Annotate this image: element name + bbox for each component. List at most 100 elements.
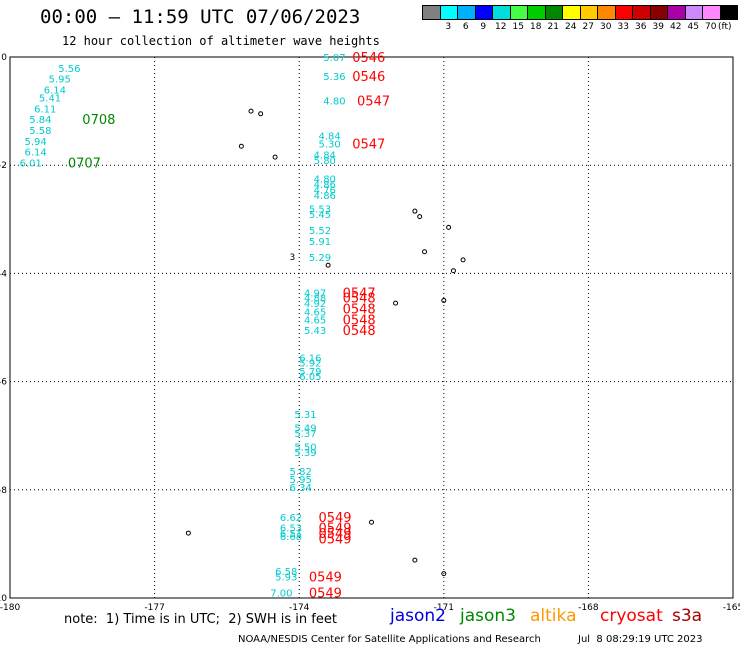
swh-value: 5.80: [314, 156, 336, 167]
colorbar-label: 3: [445, 22, 452, 32]
colorbar-label: 12: [495, 22, 507, 32]
swh-value: 4.86: [314, 191, 336, 202]
swh-value: 4.84: [318, 131, 340, 142]
colorbar-label: 70: [705, 22, 717, 32]
island-marker: [258, 111, 264, 117]
swh-value: 5.84: [29, 115, 51, 126]
swh-value: 6.11: [34, 104, 56, 115]
time-label: 0549: [318, 522, 351, 537]
swh-value: 5.93: [275, 572, 297, 583]
swh-value: 5.07: [323, 53, 345, 64]
swh-value: 5.95: [290, 475, 312, 486]
footnote: note: 1) Time is in UTC; 2) SWH is in fe…: [64, 612, 337, 627]
swh-value: 4.76: [314, 186, 336, 197]
swh-value: 5.92: [299, 359, 321, 370]
y-tick-label: -10: [0, 594, 7, 604]
swh-value: 7.00: [270, 589, 292, 600]
island-marker: [450, 268, 456, 274]
swh-value: 6.14: [44, 85, 66, 96]
swh-value: 5.50: [294, 443, 316, 454]
island-marker: [248, 108, 254, 114]
generated-timestamp: Jul 8 08:29:19 UTC 2023: [578, 634, 703, 645]
swh-value: 5.52: [309, 226, 331, 237]
time-label: 0547: [357, 94, 390, 109]
credit-text: NOAA/NESDIS Center for Satellite Applica…: [238, 634, 541, 645]
time-label: 0549: [318, 511, 351, 526]
map-label: 3: [290, 253, 296, 263]
colorbar-label: 18: [530, 22, 542, 32]
swh-value: 6.14: [24, 148, 46, 159]
colorbar-label: 36: [635, 22, 647, 32]
swh-value: 5.37: [294, 429, 316, 440]
swh-value: 6.58: [275, 567, 297, 578]
x-tick-label: -180: [0, 603, 20, 613]
swh-value: 5.95: [49, 75, 71, 86]
swh-value: 4.84: [314, 150, 336, 161]
time-label: 0548: [343, 303, 376, 318]
x-tick-label: -171: [434, 603, 454, 613]
mission-altika: altika: [530, 606, 577, 626]
swh-value: 5.31: [294, 410, 316, 421]
island-marker: [369, 519, 374, 525]
colorbar-label: 21: [547, 22, 559, 32]
island-marker: [441, 297, 447, 303]
colorbar-swatch: [719, 5, 738, 20]
colorbar-label: 24: [565, 22, 577, 32]
island-marker: [446, 224, 452, 230]
swh-value: 5.58: [29, 126, 51, 137]
y-tick-label: -4: [0, 269, 7, 279]
chart-title: 00:00 — 11:59 UTC 07/06/2023: [40, 6, 361, 28]
x-tick-label: -174: [289, 603, 310, 613]
swh-value: 4.88: [304, 294, 326, 305]
colorbar-label: 9: [480, 22, 487, 32]
swh-value: 6.51: [280, 529, 302, 540]
swh-value: 4.92: [304, 299, 326, 310]
island-marker: [185, 530, 191, 536]
colorbar-label: 33: [617, 22, 629, 32]
island-marker: [460, 257, 466, 263]
island-marker: [325, 262, 331, 268]
swh-value: 5.41: [39, 94, 61, 105]
y-tick-label: -2: [0, 161, 7, 171]
time-label: 0707: [68, 156, 101, 171]
x-tick-label: -177: [144, 603, 164, 613]
swh-value: 6.68: [280, 532, 302, 543]
swh-value: 6.01: [20, 158, 42, 169]
swh-value: 6.05: [299, 372, 321, 383]
swh-value: 4.65: [304, 307, 326, 318]
swh-value: 5.29: [309, 253, 331, 264]
time-label: 0708: [82, 113, 115, 128]
swh-value: 5.94: [24, 137, 46, 148]
colorbar-unit: (ft): [718, 22, 732, 32]
colorbar-label: 27: [582, 22, 594, 32]
island-marker: [412, 208, 418, 214]
colorbar-label: 42: [670, 22, 682, 32]
x-tick-label: -165: [723, 603, 740, 613]
x-tick-label: -168: [578, 603, 599, 613]
mission-s3a: s3a: [672, 606, 703, 626]
swh-value: 5.39: [294, 448, 316, 459]
swh-value: 6.53: [280, 524, 302, 535]
swh-value: 6.16: [299, 353, 321, 364]
swh-value: 5.53: [309, 204, 331, 215]
y-tick-label: -8: [0, 486, 7, 496]
time-label: 0547: [352, 138, 385, 153]
swh-value: 4.65: [304, 315, 326, 326]
mission-jason3: jason3: [460, 606, 516, 626]
colorbar-label: 45: [687, 22, 699, 32]
swh-value: 5.49: [294, 424, 316, 435]
island-marker: [272, 154, 278, 160]
swh-value: 5.79: [299, 367, 321, 378]
y-tick-label: 0: [1, 53, 7, 63]
island-marker: [238, 143, 244, 149]
swh-value: 5.91: [309, 237, 331, 248]
swh-value: 5.36: [323, 72, 345, 83]
swh-value: 4.80: [314, 175, 336, 186]
swh-value: 6.62: [280, 513, 302, 524]
colorbar-label: 39: [652, 22, 664, 32]
colorbar-label: 15: [512, 22, 524, 32]
colorbar-label: 30: [600, 22, 612, 32]
swh-value: 4.86: [314, 180, 336, 191]
swh-value: 4.97: [304, 288, 326, 299]
island-marker: [393, 300, 399, 306]
